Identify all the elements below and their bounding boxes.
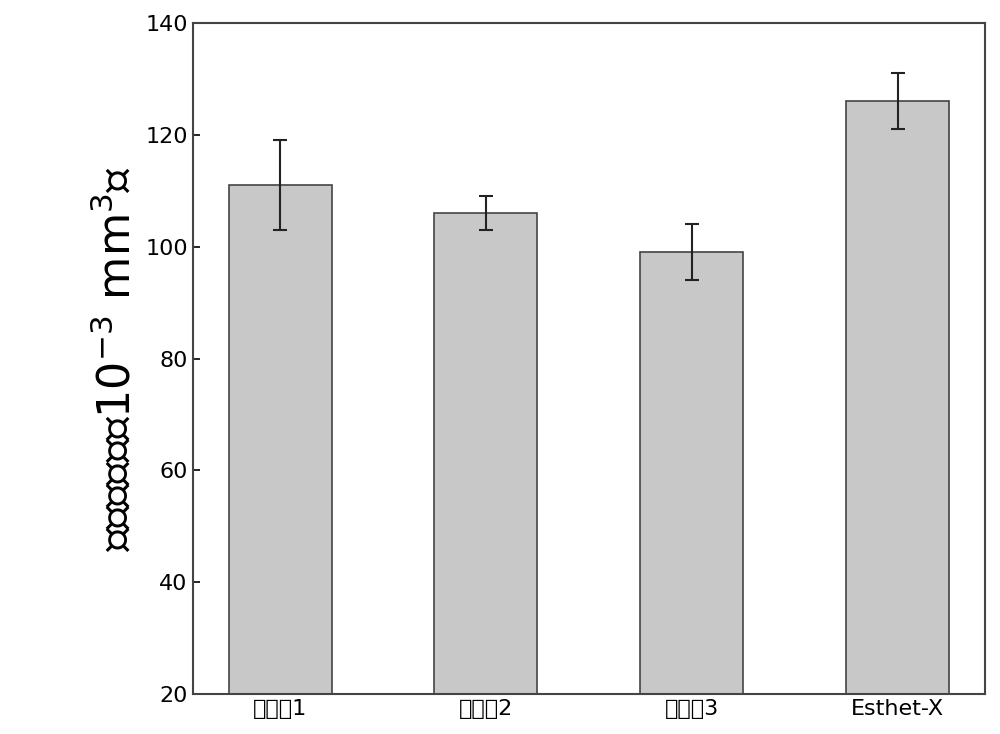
- Bar: [846, 101, 949, 694]
- Bar: [229, 185, 332, 694]
- Y-axis label: 体积磨损值（10$^{-3}$ mm$^3$）: 体积磨损值（10$^{-3}$ mm$^3$）: [95, 165, 140, 552]
- Bar: [434, 213, 537, 694]
- Bar: [640, 252, 743, 694]
